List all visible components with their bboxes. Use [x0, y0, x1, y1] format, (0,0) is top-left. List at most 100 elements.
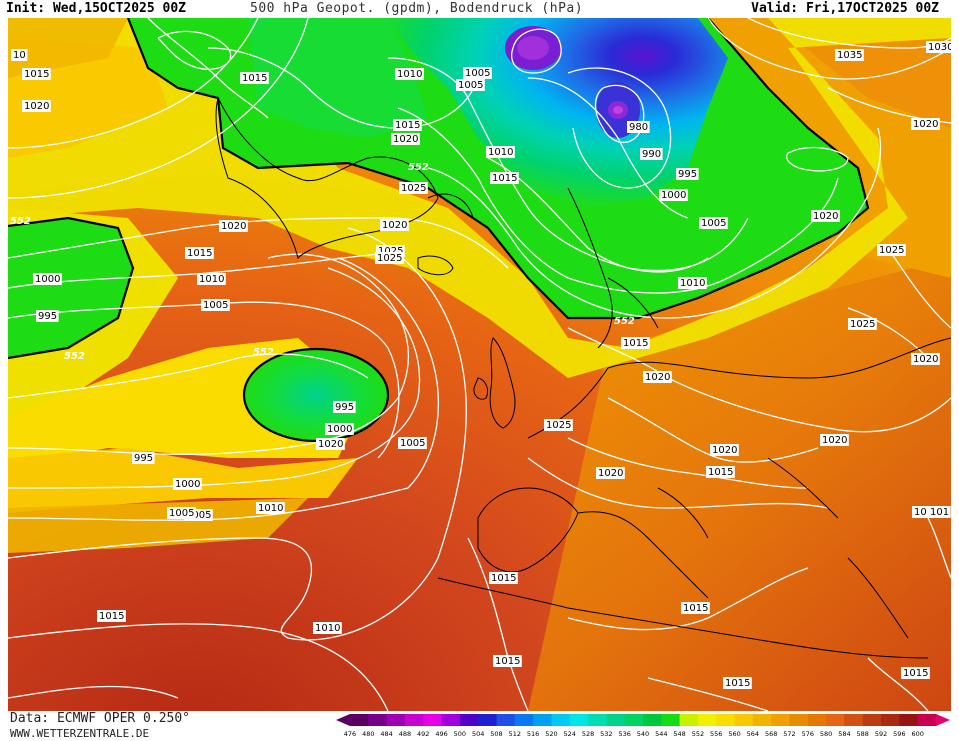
legend-tick-label: 492 [417, 730, 429, 738]
pressure-label: 1025 [401, 183, 426, 194]
pressure-label-bg [36, 310, 59, 322]
legend-tick-label: 568 [765, 730, 777, 738]
legend-swatch [514, 714, 534, 726]
legend-tick-label: 596 [893, 730, 905, 738]
legend-swatch [624, 714, 644, 726]
init-time: Init: Wed,15OCT2025 00Z [6, 1, 187, 16]
pressure-label: 1015 [725, 678, 750, 689]
legend-tick-label: 584 [838, 730, 850, 738]
pressure-label: 1015 [242, 73, 267, 84]
legend-swatch [862, 714, 882, 726]
pressure-label-bg [173, 478, 202, 490]
pressure-label: 1005 [458, 80, 483, 91]
pressure-label-bg [240, 72, 269, 84]
pressure-labels: 1015 1020 1015 1010 1005 1005 1015 1020 1025 1020… [10, 41, 951, 689]
pressure-label: 1000 [661, 190, 686, 201]
legend-tick-label: 592 [875, 730, 887, 738]
legend-tick-label: 516 [527, 730, 539, 738]
pressure-label: 1000 [175, 479, 200, 490]
pressure-label: 1015 [187, 248, 212, 259]
pressure-label-bg [678, 277, 707, 289]
legend-swatch [478, 714, 497, 726]
pressure-label: 1020 [221, 221, 246, 232]
pressure-label-bg [486, 146, 515, 158]
pressure-label: 1005 [186, 510, 211, 521]
pressure-label-bg [313, 622, 342, 634]
pressure-label-bg [706, 466, 735, 478]
legend-swatch [844, 714, 864, 726]
pressure-label-bg [316, 438, 345, 450]
pressure-label-bg [333, 401, 356, 413]
legend-arrow-left [336, 714, 350, 726]
pressure-label-bg [463, 67, 492, 79]
legend-tick-label: 484 [380, 730, 392, 738]
legend-tick-label: 544 [655, 730, 667, 738]
legend-tick-label: 548 [673, 730, 685, 738]
pressure-label-bg [380, 219, 409, 231]
pressure-label: 1010 [315, 623, 340, 634]
legend-swatch [789, 714, 809, 726]
pressure-label: 1010 [258, 503, 283, 514]
pressure-label: 1025 [377, 253, 402, 264]
pressure-label-bg [544, 419, 573, 431]
pressure-label-bg [911, 353, 940, 365]
pressure-label: 1005 [203, 300, 228, 311]
pressure-label-bg [456, 79, 485, 91]
footer-bar: Data: ECMWF OPER 0.250° WWW.WETTERZENTRA… [0, 711, 959, 741]
legend-tick-label: 508 [490, 730, 502, 738]
pressure-label-bg [926, 41, 951, 53]
pressure-label: 1020 [382, 220, 407, 231]
pressure-label-bg [201, 299, 230, 311]
legend-swatch [899, 714, 919, 726]
legend-tick-label: 556 [710, 730, 722, 738]
legend-swatch [350, 714, 369, 726]
pressure-label: 1010 [397, 69, 422, 80]
legend-tick-label: 560 [728, 730, 740, 738]
pressure-label: 1020 [598, 468, 623, 479]
legend-swatch [368, 714, 388, 726]
coastlines [215, 97, 951, 659]
pressure-label-bg [877, 244, 906, 256]
pressure-label-bg [835, 49, 864, 61]
pressure-label: 1015 [492, 173, 517, 184]
pressure-label: 101 [930, 507, 949, 518]
pressure-label-bg [219, 220, 248, 232]
pressure-label: 1015 [708, 467, 733, 478]
pressure-label-bg [710, 444, 739, 456]
legend-tick-label: 580 [820, 730, 832, 738]
pressure-label: 1005 [701, 218, 726, 229]
legend-swatch [459, 714, 479, 726]
pressure-label-bg [132, 452, 155, 464]
pressure-label: 1020 [645, 372, 670, 383]
legend-tick-label: 536 [618, 730, 630, 738]
legend-tick-label: 524 [564, 730, 576, 738]
pressure-label: 1015 [623, 338, 648, 349]
geopotential-label: 552 [253, 347, 274, 358]
pressure-label-bg [493, 655, 522, 667]
pressure-label-bg [699, 217, 728, 229]
pressure-label-bg [325, 423, 354, 435]
legend-tick-label: 504 [472, 730, 484, 738]
pressure-label: 1010 [199, 274, 224, 285]
legend-swatch [606, 714, 626, 726]
legend-tick-label: 520 [545, 730, 557, 738]
pressure-label: 1015 [903, 668, 928, 679]
pressure-label-bg [11, 49, 28, 61]
legend-swatch [807, 714, 827, 726]
pressure-label: 1025 [879, 245, 904, 256]
pressure-label-bg [811, 210, 840, 222]
pressure-label: 10 [13, 50, 26, 61]
pressure-label-bg [393, 119, 422, 131]
legend-tick-label: 600 [911, 730, 923, 738]
pressure-label-bg [256, 502, 285, 514]
legend-swatch [881, 714, 900, 726]
pressure-label: 1000 [35, 274, 60, 285]
legend-swatch [441, 714, 461, 726]
pressure-label: 1025 [850, 319, 875, 330]
valid-time: Valid: Fri,17OCT2025 00Z [751, 1, 939, 16]
pressure-label-bg [643, 371, 672, 383]
pressure-label: 980 [629, 122, 648, 133]
pressure-label: 1010 [488, 147, 513, 158]
pressure-label-bg [911, 118, 940, 130]
pressure-label-bg [681, 602, 710, 614]
